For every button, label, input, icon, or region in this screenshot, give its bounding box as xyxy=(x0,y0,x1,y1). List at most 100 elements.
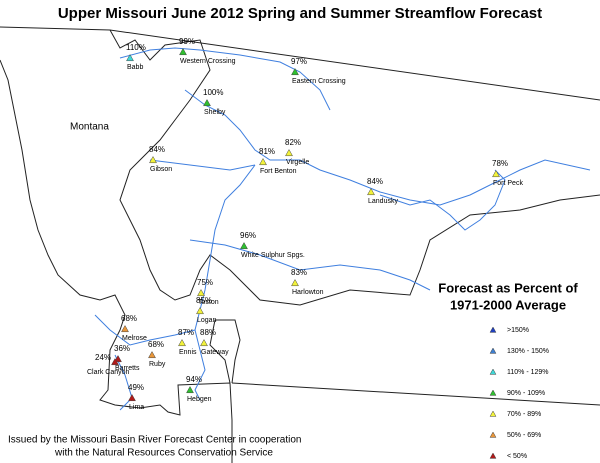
station-name: Melrose xyxy=(122,335,147,342)
station-percent: 110% xyxy=(126,43,146,52)
station-name: Barretts xyxy=(115,365,140,372)
station-marker xyxy=(492,169,500,178)
legend-label: >150% xyxy=(507,327,529,334)
station-marker xyxy=(200,338,208,347)
station-name: Ennis xyxy=(179,349,197,356)
station-marker xyxy=(128,393,136,402)
station-percent: 84% xyxy=(367,177,383,186)
station-name: Harlowton xyxy=(292,289,324,296)
legend-title: 1971-2000 Average xyxy=(450,297,566,312)
state-label: Montana xyxy=(70,122,109,133)
jefferson-river xyxy=(94,314,196,346)
station-percent: 68% xyxy=(148,340,164,349)
legend-swatch xyxy=(489,326,497,333)
station-marker xyxy=(186,385,194,394)
wyoming-border xyxy=(231,382,600,406)
station-marker xyxy=(291,67,299,76)
station-name: Fort Benton xyxy=(260,168,297,175)
legend-label: 70% - 89% xyxy=(507,411,541,418)
legend-swatch xyxy=(489,368,497,375)
station-percent: 83% xyxy=(291,268,307,277)
station-name: Fort Peck xyxy=(493,180,523,187)
river xyxy=(119,47,331,111)
stations: 110% Babb 99% Western Crossing 97% Eastern Cr… xyxy=(87,37,523,411)
beaverhead-river xyxy=(114,354,133,411)
legend-label: 110% - 129% xyxy=(507,369,549,376)
station-marker xyxy=(240,241,248,250)
station-percent: 81% xyxy=(259,147,275,156)
station-marker xyxy=(197,288,205,297)
station-marker xyxy=(148,350,156,359)
station-name: Landusky xyxy=(368,198,398,205)
station-marker xyxy=(259,157,267,166)
sun-river xyxy=(149,159,256,171)
station-name: Logan xyxy=(197,317,217,324)
fort-peck-reservoir xyxy=(379,169,506,231)
station-percent: 85% xyxy=(196,296,212,305)
station-marker xyxy=(111,357,119,366)
station-percent: 100% xyxy=(203,88,223,97)
footer-line: Issued by the Missouri Basin River Forec… xyxy=(8,435,301,446)
legend-swatch xyxy=(489,347,497,354)
musselshell-river xyxy=(189,239,431,291)
legend-swatch xyxy=(489,431,497,438)
legend-label: 130% - 150% xyxy=(507,348,549,355)
state-border xyxy=(0,59,233,463)
station-percent: 99% xyxy=(179,37,195,46)
station-marker xyxy=(285,148,293,157)
station-percent: 82% xyxy=(285,138,301,147)
footer-line: with the Natural Resources Conservation … xyxy=(54,448,273,459)
station-percent: 36% xyxy=(114,344,130,353)
station-marker xyxy=(149,155,157,164)
station-name: Virgelle xyxy=(286,159,309,166)
station-percent: 84% xyxy=(149,145,165,154)
madison-river xyxy=(194,329,206,401)
station-name: Gibson xyxy=(150,166,172,173)
station-percent: 78% xyxy=(492,159,508,168)
station-marker xyxy=(126,53,134,62)
station-percent: 49% xyxy=(128,383,144,392)
station-marker xyxy=(114,354,122,363)
legend-label: 90% - 109% xyxy=(507,390,545,397)
station-name: Lima xyxy=(129,404,144,411)
station-name: Western Crossing xyxy=(180,58,236,65)
sub-basin xyxy=(209,319,241,384)
station-percent: 68% xyxy=(121,314,137,323)
station-name: Hebgen xyxy=(187,396,212,403)
station-marker xyxy=(178,338,186,347)
station-marker xyxy=(196,306,204,315)
station-name: Ruby xyxy=(149,361,166,368)
missouri-river xyxy=(184,89,591,206)
basin-border xyxy=(109,29,600,306)
station-name: Babb xyxy=(127,64,143,71)
station-marker xyxy=(367,187,375,196)
title: Upper Missouri June 2012 Spring and Summ… xyxy=(58,5,542,22)
station-name: Gateway xyxy=(201,349,229,356)
station-percent: 97% xyxy=(291,57,307,66)
legend-label: < 50% xyxy=(507,453,527,460)
station-marker xyxy=(291,278,299,287)
station-percent: 88% xyxy=(200,328,216,337)
station-name: White Sulphur Spgs. xyxy=(241,252,305,259)
missouri-upper xyxy=(194,164,256,331)
station-percent: 94% xyxy=(186,375,202,384)
station-marker xyxy=(179,47,187,56)
legend-label: 50% - 69% xyxy=(507,432,541,439)
station-name: Toston xyxy=(198,299,219,306)
legend: Forecast as Percent of 1971-2000 Average >… xyxy=(438,280,578,459)
legend-swatch xyxy=(489,410,497,417)
station-percent: 87% xyxy=(178,328,194,337)
station-name: Clark Canyon xyxy=(87,369,130,376)
station-marker xyxy=(121,324,129,333)
station-name: Eastern Crossing xyxy=(292,78,346,85)
station-percent: 96% xyxy=(240,231,256,240)
station-percent: 24% xyxy=(95,353,111,362)
station-marker xyxy=(203,98,211,107)
legend-swatch xyxy=(489,389,497,396)
legend-swatch xyxy=(489,452,497,459)
station-name: Shelby xyxy=(204,109,226,116)
legend-title: Forecast as Percent of xyxy=(438,280,578,295)
station-percent: 75% xyxy=(197,278,213,287)
